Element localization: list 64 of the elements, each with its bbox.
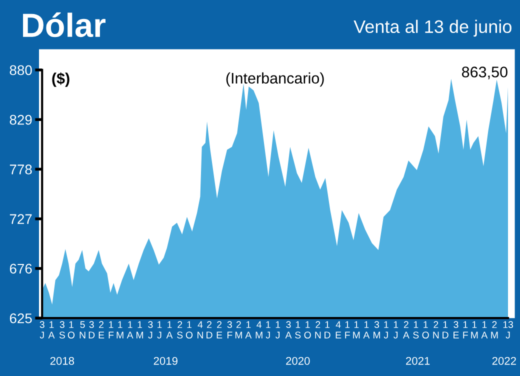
x-tick-label: 2 S [177,321,183,338]
x-tick-label: 3 J [40,321,44,338]
x-tick-label: 3 S [59,321,65,338]
x-tick-label: 1 A [166,321,173,338]
x-tick-label: 1 J [266,321,270,338]
x-tick-label: 1 O [68,321,75,338]
x-tick-label: 1 F [345,321,350,338]
x-tick-label: 1 O [304,321,311,338]
x-tick-label: 1 S [413,321,419,338]
x-tick-label: 1 F [463,321,468,338]
x-tick-label: 4 E [336,321,342,338]
y-axis-title: ($) [52,72,70,87]
y-tick-label: 880 [10,65,32,76]
x-tick-label: 2 E [98,321,104,338]
x-tick-label: 2 M [491,321,498,338]
x-tick-label: 1 O [422,321,429,338]
x-tick-label: 2 E [216,321,222,338]
x-tick-label: 1 M [353,321,360,338]
x2-tick-label: 2020 [286,357,310,365]
x-tick-label: 1 A [126,321,134,338]
x-tick-label: 1 M [136,321,144,338]
x2-tick-label: 2022 [492,357,516,365]
x-tick-label: 1 A [481,321,488,338]
x-tick-label: 2 A [402,321,410,338]
annotation: 863,50 [462,66,508,80]
x-tick-label: 4 M [256,321,262,338]
y-tick-label: 778 [10,164,32,174]
x-tick-label: 2 N [315,321,321,338]
x-tick-label: 3 A [285,321,292,338]
x-tick-label: 2 N [433,321,439,338]
x2-tick-label: 2021 [406,357,430,365]
x-tick-label: 1 D [442,321,448,338]
x2-tick-label: 2018 [50,357,74,365]
x-tick-label: 1 J [394,321,398,338]
x-tick-label: 1 S [295,321,301,338]
x-tick-label: 1 F [108,321,114,338]
y-tick-label: 829 [10,114,32,125]
x-tick-label: 1 D [324,321,330,338]
x-tick-label: 1 J [276,321,280,338]
x-tick-label: 13 J [503,321,514,338]
x-tick-label: 2 M [235,321,242,338]
chart-subtitle: Venta al 13 de junio [354,20,512,37]
y-tick-label: 625 [10,313,32,324]
x-tick-label: 1 O [186,321,193,338]
x-tick-label: 1 M [471,321,478,338]
x-tick-label: 1 M [116,321,124,338]
x-tick-label: 3 J [148,321,153,338]
x-tick-label: 1 J [157,321,162,338]
annotation: (Interbancario) [226,72,324,87]
chart-title: Dólar [23,12,106,38]
x-tick-label: 1 A [48,321,55,338]
y-tick-label: 727 [10,214,32,224]
x-tick-label: 1 J [384,321,388,338]
x2-tick-label: 2019 [154,357,178,365]
x-tick-label: 2 D [206,321,212,338]
x-tick-label: 1 A [363,321,370,338]
x-tick-label: 4 N [198,321,203,338]
x-tick-label: 3 D [88,321,95,338]
x-tick-label: 3 M [374,321,380,338]
y-tick-label: 676 [10,264,32,274]
x-tick-label: 3 F [227,321,232,338]
x-tick-label: 1 A [245,321,252,338]
x-tick-label: 5 N [80,321,86,338]
x-tick-label: 3 E [454,321,459,338]
